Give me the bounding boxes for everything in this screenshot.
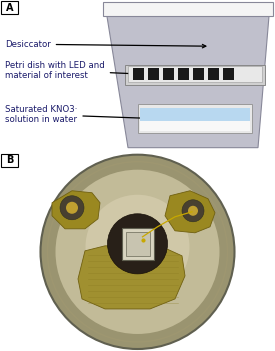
Polygon shape [165, 191, 215, 233]
Bar [140, 108, 250, 122]
Bar [1, 154, 18, 167]
Bar [163, 68, 174, 80]
Circle shape [40, 155, 235, 349]
Circle shape [60, 196, 84, 220]
Polygon shape [78, 246, 185, 309]
Text: Petri dish with LED and
material of interest: Petri dish with LED and material of inte… [5, 61, 144, 80]
Circle shape [56, 170, 219, 334]
Polygon shape [52, 191, 100, 229]
Bar [223, 68, 234, 80]
Bar [128, 66, 262, 82]
Text: A: A [6, 2, 13, 13]
Bar [140, 120, 250, 131]
Bar [125, 65, 265, 85]
Bar [208, 68, 219, 80]
Text: B: B [6, 155, 13, 165]
Bar [178, 68, 189, 80]
Bar [1, 1, 18, 14]
Bar [103, 2, 273, 16]
Circle shape [182, 200, 204, 222]
Bar [138, 105, 252, 133]
Bar [193, 68, 204, 80]
Circle shape [108, 214, 167, 274]
Text: Saturated KNO3·
solution in water: Saturated KNO3· solution in water [5, 105, 178, 124]
Circle shape [188, 206, 198, 216]
Text: Desiccator: Desiccator [5, 40, 206, 49]
Polygon shape [105, 4, 270, 148]
Bar [122, 228, 153, 260]
Bar [125, 232, 150, 256]
Circle shape [66, 202, 78, 214]
Bar [148, 68, 159, 80]
Circle shape [86, 195, 189, 299]
Bar [133, 68, 144, 80]
